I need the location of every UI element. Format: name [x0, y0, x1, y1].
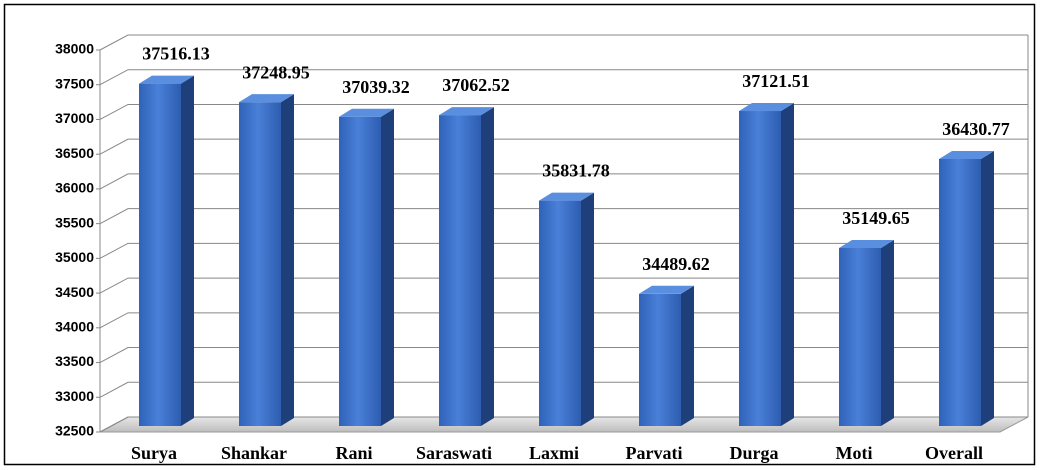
bar-side: [581, 192, 594, 426]
y-tick-label: 38000: [55, 41, 94, 57]
grid-line: [99, 103, 1028, 120]
bar: [339, 116, 381, 426]
data-label: 37516.13: [142, 44, 210, 64]
chart-border: [3, 3, 1036, 466]
bar: [839, 247, 881, 426]
bar-side: [481, 107, 494, 426]
y-tick-label: 34500: [55, 284, 94, 300]
bar-top: [339, 108, 394, 117]
y-tick-label: 37000: [55, 110, 94, 126]
bar-side: [181, 75, 194, 427]
bar: [539, 200, 581, 426]
bar: [739, 111, 781, 426]
grid-line: [99, 34, 1028, 51]
x-tick-label: Laxmi: [529, 443, 579, 463]
bar-side: [881, 239, 894, 426]
data-label: 37062.52: [442, 75, 510, 95]
data-label: 36430.77: [942, 119, 1010, 139]
bar: [239, 102, 281, 427]
y-tick-label: 34000: [55, 319, 94, 335]
bar-side: [981, 150, 994, 426]
bar-top: [439, 107, 494, 116]
x-tick-label: Parvati: [626, 443, 683, 463]
bars: Surya 37516.13 Shankar 37248.95 Rani 37039.32…: [131, 44, 1010, 463]
grid-line: [99, 416, 1028, 433]
bar-top: [639, 285, 694, 294]
data-label: 37039.32: [342, 77, 410, 97]
bar-top: [739, 103, 794, 112]
bar-top: [939, 150, 994, 159]
data-label: 35831.78: [542, 161, 610, 181]
data-label: 37248.95: [242, 62, 310, 82]
y-tick-label: 37500: [55, 75, 94, 91]
y-tick-label: 35500: [55, 214, 94, 230]
bar: [139, 83, 181, 427]
y-tick-label: 33000: [55, 388, 94, 404]
bar: [939, 158, 981, 426]
bar-top: [839, 239, 894, 248]
plot-area: 32500 33000 33500 34000 34500 35000 35500 36000…: [55, 34, 1029, 439]
y-tick-label: 36500: [55, 145, 94, 161]
grid-line: [99, 69, 1028, 86]
x-tick-label: Durga: [730, 443, 779, 463]
x-tick-label: Rani: [335, 443, 372, 463]
data-label: 37121.51: [742, 71, 810, 91]
bar-side: [681, 285, 694, 426]
y-tick-label: 33500: [55, 353, 94, 369]
y-tick-label: 35000: [55, 249, 94, 265]
y-tick-label: 36000: [55, 180, 94, 196]
x-tick-label: Overall: [925, 443, 983, 463]
grid-line: [99, 277, 1028, 294]
bar-side: [381, 108, 394, 426]
bar-top: [239, 94, 294, 103]
bar: [639, 293, 681, 426]
grid-line: [99, 138, 1028, 155]
bar-top: [139, 75, 194, 84]
bar-side: [781, 103, 794, 426]
bar-side: [281, 94, 294, 427]
bar: [439, 115, 481, 426]
grid-line: [99, 173, 1028, 190]
bar-top: [539, 192, 594, 201]
x-tick-label: Moti: [836, 443, 873, 463]
y-tick-label: 32500: [55, 423, 94, 439]
x-tick-label: Saraswati: [416, 443, 492, 463]
x-tick-label: Surya: [131, 443, 177, 463]
grid-line: [99, 242, 1028, 259]
data-label: 35149.65: [842, 208, 910, 228]
grid-line: [99, 381, 1028, 398]
grid-line: [99, 208, 1028, 225]
grid-line: [99, 347, 1028, 363]
x-tick-label: Shankar: [221, 443, 287, 463]
grid-line: [99, 312, 1028, 329]
data-label: 34489.62: [642, 254, 710, 274]
